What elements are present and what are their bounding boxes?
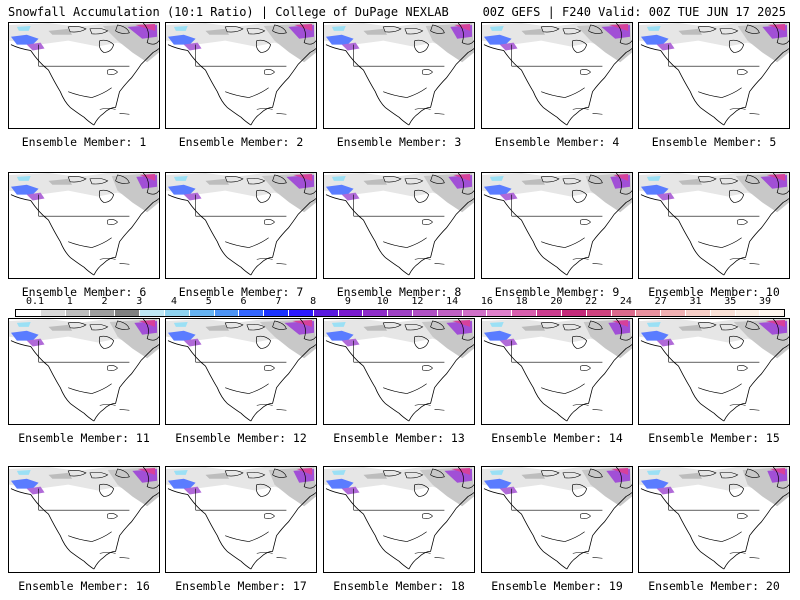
ensemble-member-label: Ensemble Member: 6 <box>21 285 147 299</box>
ensemble-member-label: Ensemble Member: 2 <box>178 135 304 149</box>
legend-label: 1 <box>66 296 73 307</box>
legend-swatch <box>363 310 389 316</box>
legend-label: 3 <box>136 296 143 307</box>
legend-color-bar <box>15 309 785 317</box>
ensemble-member-label: Ensemble Member: 7 <box>178 285 304 299</box>
legend-label: 18 <box>515 296 528 307</box>
ensemble-member-map <box>323 466 475 573</box>
ensemble-member-label: Ensemble Member: 8 <box>336 285 462 299</box>
legend-swatch <box>115 310 141 316</box>
legend-swatch <box>164 310 190 316</box>
ensemble-member-map <box>638 172 790 279</box>
ensemble-member-map <box>481 466 633 573</box>
legend-swatch <box>760 310 785 316</box>
ensemble-member-map <box>638 466 790 573</box>
ensemble-member-label: Ensemble Member: 3 <box>336 135 462 149</box>
legend-label: 27 <box>654 296 667 307</box>
legend-swatch <box>288 310 314 316</box>
legend-swatch <box>90 310 116 316</box>
ensemble-member-map <box>8 172 160 279</box>
ensemble-member-label: Ensemble Member: 10 <box>648 285 780 299</box>
ensemble-member-map <box>8 466 160 573</box>
legend-swatch <box>313 310 339 316</box>
legend-swatch <box>537 310 562 316</box>
legend-label: 35 <box>724 296 737 307</box>
legend-swatch <box>735 310 761 316</box>
legend-label: 12 <box>411 296 424 307</box>
legend-swatch <box>636 310 662 316</box>
legend-swatch <box>661 310 686 316</box>
legend-label: 5 <box>205 296 212 307</box>
legend-label: 6 <box>240 296 247 307</box>
legend-swatch <box>189 310 215 316</box>
legend-label: 22 <box>585 296 598 307</box>
color-legend: 0.1 1 2 3 4 5 6 7 8 9 10 12 14 16 18 20 22 24 27 31 35 39 <box>15 296 785 320</box>
ensemble-member-label: Ensemble Member: 4 <box>494 135 620 149</box>
ensemble-member-map <box>165 172 317 279</box>
ensemble-member-label: Ensemble Member: 13 <box>333 431 465 445</box>
map-title: Snowfall Accumulation (10:1 Ratio) | Col… <box>8 5 449 19</box>
ensemble-member-map <box>323 318 475 425</box>
ensemble-member-label: Ensemble Member: 1 <box>21 135 147 149</box>
legend-label: 14 <box>446 296 459 307</box>
legend-swatch <box>561 310 587 316</box>
legend-label: 8 <box>310 296 317 307</box>
legend-swatch <box>611 310 637 316</box>
ensemble-member-label: Ensemble Member: 14 <box>491 431 623 445</box>
legend-label: 31 <box>689 296 702 307</box>
ensemble-member-map <box>323 172 475 279</box>
model-valid-time: 00Z GEFS | F240 Valid: 00Z TUE JUN 17 20… <box>482 5 786 19</box>
ensemble-member-map <box>323 22 475 129</box>
ensemble-member-map <box>165 466 317 573</box>
ensemble-member-label: Ensemble Member: 19 <box>491 579 623 593</box>
ensemble-member-label: Ensemble Member: 9 <box>494 285 620 299</box>
legend-label: 7 <box>275 296 282 307</box>
legend-swatch <box>388 310 413 316</box>
ensemble-member-map <box>481 172 633 279</box>
ensemble-member-map <box>8 318 160 425</box>
legend-swatch <box>437 310 463 316</box>
legend-label: 39 <box>758 296 772 307</box>
legend-swatch <box>214 310 240 316</box>
ensemble-member-label: Ensemble Member: 18 <box>333 579 465 593</box>
legend-label: 4 <box>171 296 178 307</box>
ensemble-member-label: Ensemble Member: 20 <box>648 579 780 593</box>
legend-swatch <box>40 310 66 316</box>
legend-swatch <box>16 310 41 316</box>
ensemble-member-label: Ensemble Member: 12 <box>175 431 307 445</box>
ensemble-member-map <box>481 22 633 129</box>
legend-swatch <box>413 310 438 316</box>
legend-swatch <box>685 310 711 316</box>
ensemble-member-label: Ensemble Member: 16 <box>18 579 150 593</box>
ensemble-member-map <box>638 318 790 425</box>
ensemble-member-label: Ensemble Member: 15 <box>648 431 780 445</box>
ensemble-member-map <box>165 318 317 425</box>
ensemble-member-map <box>638 22 790 129</box>
legend-swatch <box>710 310 736 316</box>
legend-swatch <box>140 310 165 316</box>
legend-swatch <box>487 310 513 316</box>
legend-swatch <box>462 310 488 316</box>
legend-swatch <box>239 310 265 316</box>
ensemble-member-label: Ensemble Member: 5 <box>651 135 777 149</box>
ensemble-member-map <box>8 22 160 129</box>
legend-swatch <box>65 310 91 316</box>
legend-swatch <box>512 310 538 316</box>
ensemble-member-label: Ensemble Member: 17 <box>175 579 307 593</box>
ensemble-member-map <box>481 318 633 425</box>
legend-label: 10 <box>376 296 389 307</box>
legend-labels: 0.1 1 2 3 4 5 6 7 8 9 10 12 14 16 18 20 22 24 27 31 35 39 <box>15 296 785 308</box>
ensemble-member-label: Ensemble Member: 11 <box>18 431 150 445</box>
legend-swatch <box>586 310 612 316</box>
ensemble-member-map <box>165 22 317 129</box>
legend-label: 24 <box>619 296 632 307</box>
legend-swatch <box>264 310 289 316</box>
legend-label: 20 <box>550 296 563 307</box>
legend-label: 9 <box>344 296 351 307</box>
legend-label: 16 <box>480 296 493 307</box>
legend-label: 2 <box>101 296 108 307</box>
legend-label: 0.1 <box>25 296 45 307</box>
legend-swatch <box>338 310 364 316</box>
